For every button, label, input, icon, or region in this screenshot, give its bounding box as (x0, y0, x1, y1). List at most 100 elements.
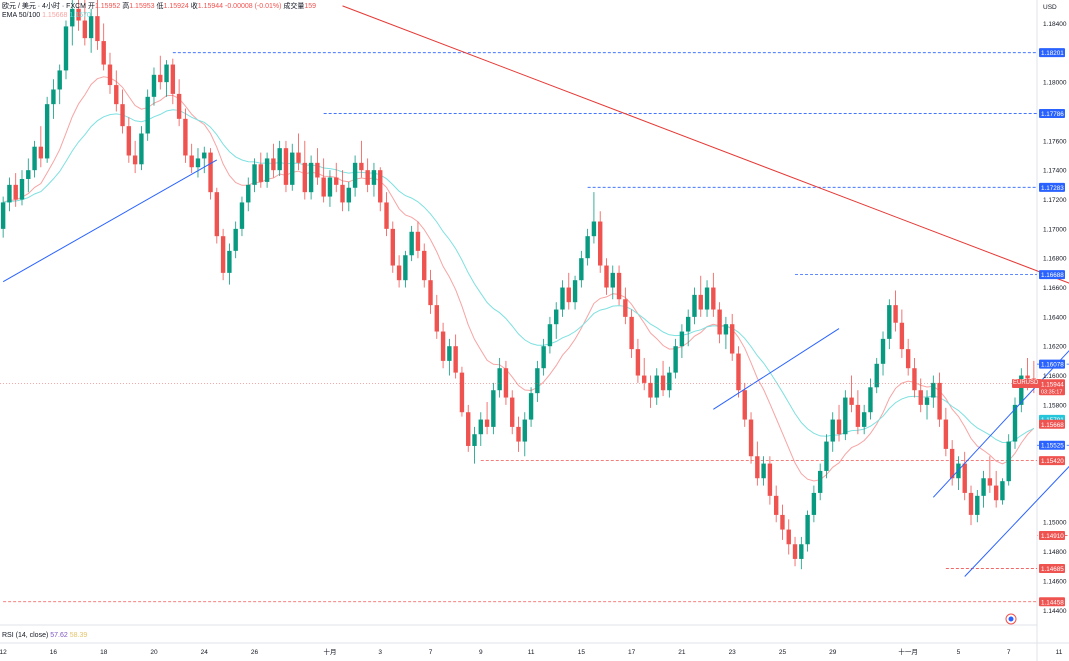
close-value: 1.15944 (197, 3, 224, 10)
candle-body (13, 184, 18, 200)
rsi-value: 57.62 (50, 632, 68, 639)
candle-body (717, 309, 722, 335)
candle-body (447, 346, 452, 361)
candle-body (660, 375, 666, 391)
currency-label: USD (1043, 4, 1057, 11)
price-level-tag (1039, 182, 1065, 192)
candles (0, 0, 1037, 570)
candle-body (1000, 481, 1005, 501)
target-icon-center (1008, 616, 1014, 622)
current-price-countdown: 03:35:17 (1041, 389, 1062, 395)
candle-body (817, 470, 823, 493)
candle-body (497, 368, 502, 391)
candle-body (918, 390, 923, 405)
time-tick-label: 十月 (323, 647, 336, 656)
ema-legend[interactable]: EMA 50/100 1.15668 1.1570 (2, 11, 91, 20)
trend-line (964, 465, 1069, 577)
candle-body (949, 448, 955, 479)
candle-body (264, 158, 270, 182)
ema-fast-line (2, 76, 1035, 482)
candle-body (560, 287, 565, 310)
candle-body (786, 529, 791, 545)
candle-body (453, 346, 458, 373)
trend-line (713, 328, 840, 410)
candle-body (32, 146, 37, 171)
candle-body (528, 393, 534, 420)
current-price-value: 1.15944 (1041, 381, 1064, 388)
candle-body (38, 146, 44, 159)
candle-body (466, 412, 471, 446)
price-level-tag (1039, 109, 1065, 119)
candle-body (585, 236, 590, 259)
candle-body (258, 164, 264, 182)
rsi-legend[interactable]: RSI (14, close) 57.62 58.39 (2, 631, 87, 640)
candle-body (327, 177, 333, 197)
candle-body (1006, 441, 1011, 482)
candle-body (887, 305, 892, 339)
price-tick-label: 1.17000 (1043, 226, 1067, 233)
candle-body (26, 170, 31, 179)
price-level-tag (1039, 597, 1065, 607)
candle-body (246, 184, 251, 203)
time-tick-label: 15 (578, 649, 586, 656)
candle-body (604, 265, 609, 288)
candle-body (403, 255, 408, 281)
candle-body (1012, 404, 1018, 442)
candle-body (711, 287, 716, 310)
time-tick-label: 7 (429, 649, 433, 656)
candle-body (176, 93, 182, 119)
candle-body (635, 349, 641, 376)
rsi-label: RSI (14, close) (2, 632, 49, 639)
candle-body (126, 126, 132, 156)
candle-body (88, 16, 94, 39)
time-tick-label: 21 (678, 649, 686, 656)
price-tick-label: 1.15000 (1043, 520, 1067, 527)
price-tick-label: 1.14800 (1043, 549, 1067, 556)
candle-body (805, 514, 810, 545)
candle-body (522, 419, 527, 442)
candle-body (170, 64, 176, 94)
price-level-tag-label: 1.18201 (1041, 50, 1064, 57)
candle-body (742, 390, 747, 420)
candle-body (321, 177, 326, 197)
low-label: 低 (156, 3, 164, 10)
candle-body (616, 272, 622, 300)
candle-body (352, 162, 358, 188)
candle-body (70, 8, 75, 27)
candle-body (95, 16, 100, 42)
ema-slow-value: 1.1570 (69, 12, 91, 19)
target-icon (1005, 613, 1017, 625)
candle-body (334, 177, 339, 185)
volume-value: 159 (304, 3, 317, 10)
price-level-tag-label: 1.15525 (1041, 443, 1064, 450)
high-value: 1.15953 (129, 3, 155, 10)
candle-body (899, 322, 905, 350)
candle-body (0, 202, 6, 229)
candle-body (296, 152, 301, 163)
trend-lines[interactable] (2, 5, 1069, 577)
candle-body (227, 250, 232, 273)
candle-body (1025, 375, 1030, 379)
candle-body (220, 236, 226, 273)
price-tick-label: 1.14600 (1043, 578, 1067, 585)
price-axis[interactable]: 1.18400 1.18000 1.17600 1.17400 1.17200 1.170… (1043, 21, 1067, 615)
candle-body (629, 316, 634, 350)
volume-label: 成交量 (283, 3, 305, 10)
time-axis[interactable]: 121618202426十月37911151721232529十一月571113… (0, 647, 1069, 656)
close-label: 收 (190, 3, 198, 10)
candle-body (202, 152, 207, 159)
candle-body (893, 305, 898, 323)
candle-body (968, 492, 974, 515)
ema-slow-line (3, 109, 1035, 444)
candle-body (962, 463, 967, 493)
candle-body (252, 164, 257, 185)
price-tick-label: 1.16200 (1043, 344, 1067, 351)
candle-body (57, 70, 62, 90)
price-tick-label: 1.17400 (1043, 168, 1067, 175)
time-tick-label: 7 (1007, 649, 1011, 656)
price-level-tag-label: 1.17786 (1041, 111, 1064, 118)
price-tick-label: 1.18400 (1043, 21, 1067, 28)
trend-line (342, 5, 1069, 284)
candle-body (761, 463, 766, 479)
